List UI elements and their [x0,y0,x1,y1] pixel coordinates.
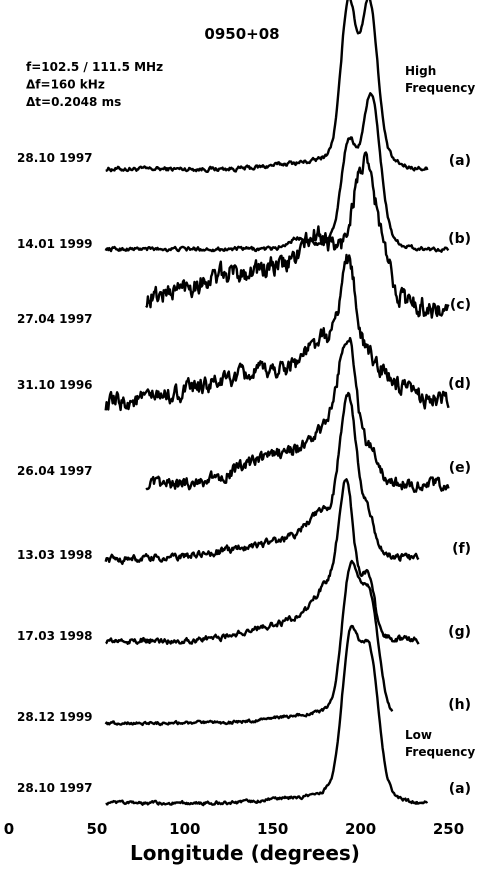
observation-date: 27.04 1997 [17,312,93,326]
high-frequency-note: High Frequency [405,64,475,95]
low-frequency-note: Low Frequency [405,728,475,759]
frequency-note-line: Frequency [405,745,475,759]
profile-tag: (b) [448,231,471,247]
profile-trace [104,559,394,727]
x-tick-label: 250 [433,820,464,838]
profile-trace [105,624,429,807]
observation-date: 14.01 1999 [17,237,93,251]
x-tick-label: 200 [345,820,376,838]
profile-tag: (e) [449,460,471,476]
observation-dates: 28.10 1997 14.01 1999 27.04 1997 31.10 1996… [17,151,93,795]
param-line: f=102.5 / 111.5 MHz [26,60,163,74]
profile-tag: (f) [452,541,471,557]
profile-trace [104,253,450,412]
profile-tags: (a) (b) (c) (d) (e) (f) (g) (h) (a) [448,153,471,797]
x-tick-label: 0 [4,820,14,838]
frequency-note-line: Low [405,728,432,742]
profile-tag: (a) [449,153,471,169]
frequency-note-line: Frequency [405,81,475,95]
x-tick-label: 50 [86,820,107,838]
observation-date: 13.03 1998 [17,548,93,562]
x-tick-labels: 0 50 100 150 200 250 [4,820,464,838]
x-axis-label: Longitude (degrees) [130,841,360,865]
profile-tag: (c) [450,297,471,313]
profile-tag: (h) [448,697,471,713]
profile-trace [105,478,420,645]
profile-trace [145,151,450,319]
observation-date: 28.10 1997 [17,781,93,795]
x-tick-label: 100 [169,820,200,838]
profile-tag: (a) [449,781,471,797]
profile-trace [104,92,450,253]
profile-trace [104,391,420,565]
observation-parameters: f=102.5 / 111.5 MHz Δf=160 kHz Δt=0.2048 m… [26,60,163,109]
observation-date: 17.03 1998 [17,629,93,643]
observation-date: 31.10 1996 [17,378,93,392]
x-tick-label: 150 [257,820,288,838]
profile-tag: (d) [448,376,471,392]
profile-tag: (g) [448,624,471,640]
chart-title: 0950+08 [204,25,279,43]
profile-trace [145,336,450,493]
observation-date: 28.12 1999 [17,710,93,724]
observation-date: 28.10 1997 [17,151,93,165]
profile-trace [105,0,429,173]
param-line: Δt=0.2048 ms [26,95,121,109]
frequency-note-line: High [405,64,436,78]
observation-date: 26.04 1997 [17,464,93,478]
param-line: Δf=160 kHz [26,78,105,92]
profile-traces [104,0,450,807]
